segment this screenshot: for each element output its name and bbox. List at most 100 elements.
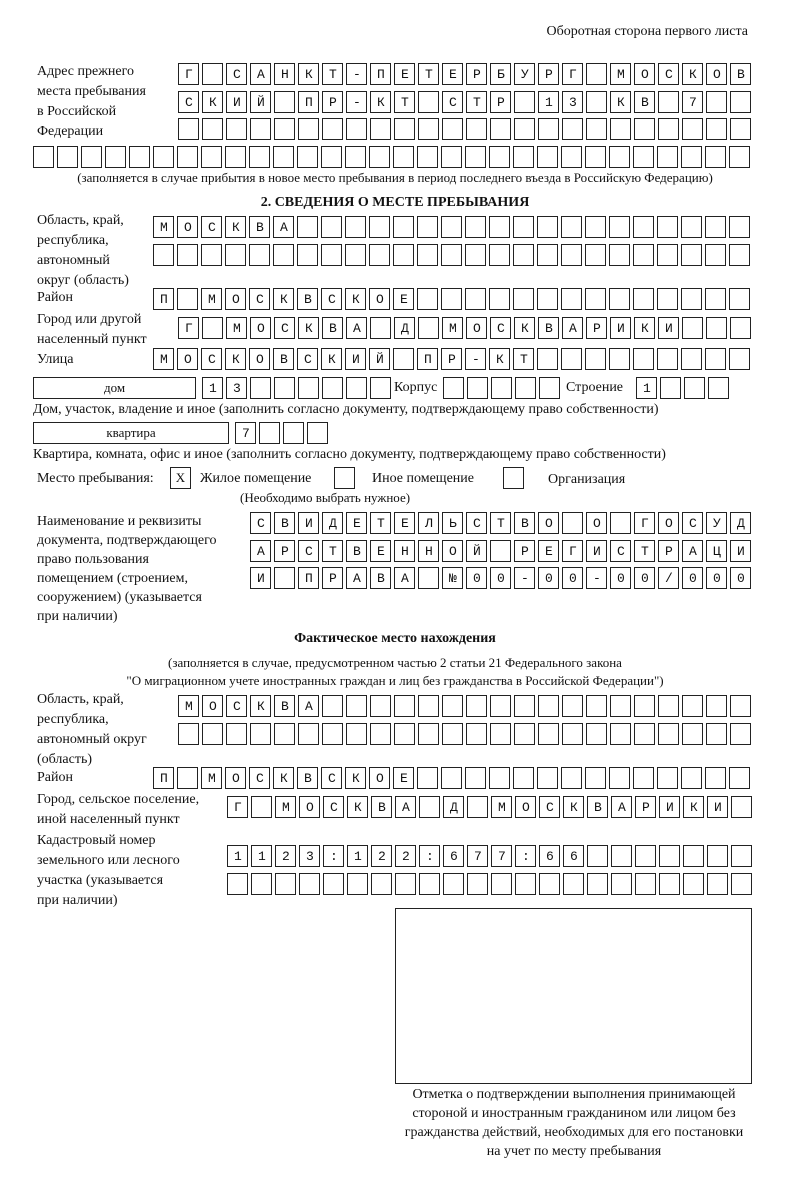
- char-cell[interactable]: [418, 118, 439, 140]
- char-cell[interactable]: [682, 118, 703, 140]
- char-cell[interactable]: [611, 845, 632, 867]
- char-cell[interactable]: [153, 244, 174, 266]
- char-cell[interactable]: [226, 695, 247, 717]
- char-cell[interactable]: [681, 244, 702, 266]
- char-cell[interactable]: [705, 348, 726, 370]
- char-cell[interactable]: [250, 377, 271, 399]
- char-cell[interactable]: [298, 723, 319, 745]
- char-cell[interactable]: [466, 91, 487, 113]
- char-cell[interactable]: [611, 873, 632, 895]
- char-cell[interactable]: [369, 767, 390, 789]
- char-cell[interactable]: [514, 567, 535, 589]
- char-cell[interactable]: [249, 288, 270, 310]
- char-cell[interactable]: [562, 567, 583, 589]
- char-cell[interactable]: [274, 118, 295, 140]
- char-cell[interactable]: [418, 695, 439, 717]
- char-cell[interactable]: [443, 377, 464, 399]
- char-cell[interactable]: [491, 796, 512, 818]
- char-cell[interactable]: [491, 873, 512, 895]
- char-cell[interactable]: [394, 317, 415, 339]
- char-cell[interactable]: [513, 146, 534, 168]
- char-cell[interactable]: [467, 873, 488, 895]
- char-cell[interactable]: [227, 845, 248, 867]
- char-cell[interactable]: [442, 317, 463, 339]
- char-cell[interactable]: [729, 767, 750, 789]
- char-cell[interactable]: [539, 377, 560, 399]
- char-cell[interactable]: [370, 512, 391, 534]
- char-cell[interactable]: [250, 540, 271, 562]
- char-cell[interactable]: [227, 873, 248, 895]
- char-cell[interactable]: [346, 63, 367, 85]
- char-cell[interactable]: [129, 146, 150, 168]
- char-cell[interactable]: [345, 767, 366, 789]
- char-cell[interactable]: [202, 377, 223, 399]
- char-cell[interactable]: [514, 540, 535, 562]
- char-cell[interactable]: [419, 845, 440, 867]
- char-cell[interactable]: [227, 796, 248, 818]
- char-cell[interactable]: [706, 567, 727, 589]
- char-cell[interactable]: [489, 216, 510, 238]
- char-cell[interactable]: [635, 873, 656, 895]
- char-cell[interactable]: [177, 216, 198, 238]
- char-cell[interactable]: [659, 796, 680, 818]
- char-cell[interactable]: [490, 695, 511, 717]
- char-cell[interactable]: [297, 348, 318, 370]
- char-cell[interactable]: [683, 796, 704, 818]
- char-cell[interactable]: [225, 348, 246, 370]
- char-cell[interactable]: [442, 695, 463, 717]
- char-cell[interactable]: [322, 695, 343, 717]
- char-cell[interactable]: [585, 767, 606, 789]
- char-cell[interactable]: [587, 873, 608, 895]
- char-cell[interactable]: [609, 348, 630, 370]
- char-cell[interactable]: [201, 348, 222, 370]
- char-cell[interactable]: [657, 288, 678, 310]
- char-cell[interactable]: [730, 512, 751, 534]
- char-cell[interactable]: [465, 288, 486, 310]
- char-cell[interactable]: [298, 91, 319, 113]
- char-cell[interactable]: [682, 91, 703, 113]
- char-cell[interactable]: [347, 796, 368, 818]
- char-cell[interactable]: [202, 695, 223, 717]
- char-cell[interactable]: [634, 567, 655, 589]
- char-cell[interactable]: [226, 91, 247, 113]
- char-cell[interactable]: [706, 723, 727, 745]
- char-cell[interactable]: [225, 767, 246, 789]
- char-cell[interactable]: [682, 512, 703, 534]
- char-cell[interactable]: [370, 695, 391, 717]
- char-cell[interactable]: [177, 244, 198, 266]
- char-cell[interactable]: [323, 845, 344, 867]
- char-cell[interactable]: [202, 723, 223, 745]
- char-cell[interactable]: [562, 723, 583, 745]
- char-cell[interactable]: [681, 288, 702, 310]
- char-cell[interactable]: [178, 91, 199, 113]
- char-cell[interactable]: [514, 91, 535, 113]
- char-cell[interactable]: [538, 540, 559, 562]
- char-cell[interactable]: [490, 91, 511, 113]
- char-cell[interactable]: [370, 723, 391, 745]
- char-cell[interactable]: [467, 377, 488, 399]
- char-cell[interactable]: [250, 695, 271, 717]
- char-cell[interactable]: [346, 540, 367, 562]
- char-cell[interactable]: [297, 767, 318, 789]
- char-cell[interactable]: [225, 146, 246, 168]
- char-cell[interactable]: [634, 723, 655, 745]
- char-cell[interactable]: [491, 845, 512, 867]
- char-cell[interactable]: [393, 216, 414, 238]
- char-cell[interactable]: [275, 845, 296, 867]
- char-cell[interactable]: [729, 216, 750, 238]
- char-cell[interactable]: [513, 767, 534, 789]
- char-cell[interactable]: [563, 873, 584, 895]
- char-cell[interactable]: [682, 540, 703, 562]
- char-cell[interactable]: [201, 244, 222, 266]
- char-cell[interactable]: [418, 63, 439, 85]
- char-cell[interactable]: [585, 216, 606, 238]
- char-cell[interactable]: [418, 317, 439, 339]
- char-cell[interactable]: [370, 567, 391, 589]
- char-cell[interactable]: [443, 796, 464, 818]
- char-cell[interactable]: [633, 348, 654, 370]
- char-cell[interactable]: [249, 244, 270, 266]
- char-cell[interactable]: [249, 767, 270, 789]
- char-cell[interactable]: [730, 91, 751, 113]
- char-cell[interactable]: [609, 146, 630, 168]
- char-cell[interactable]: [299, 796, 320, 818]
